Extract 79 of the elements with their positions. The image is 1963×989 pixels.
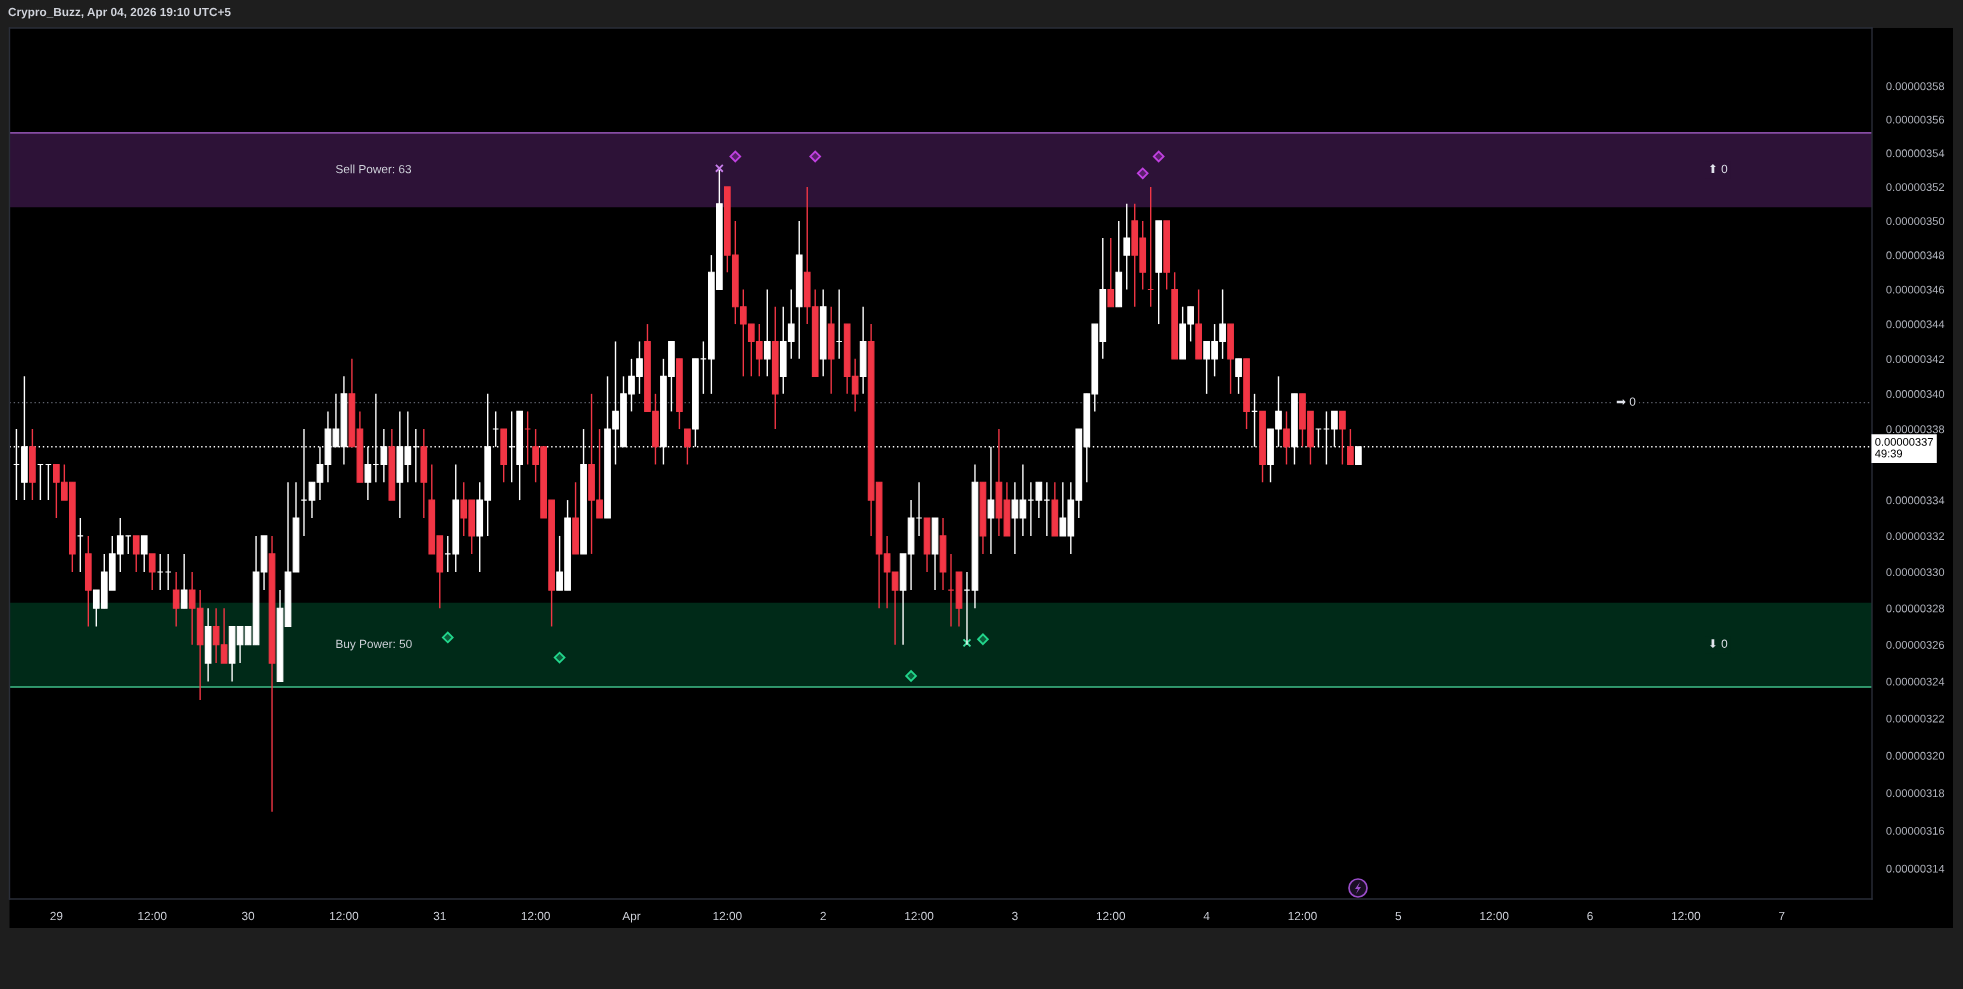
text: Crypro_Buzz, Apr 04, 2026 19:10 UTC+5 <box>8 7 231 19</box>
candlestick <box>1339 410 1346 466</box>
candlestick <box>316 446 324 501</box>
x-tick-label: 12:00 <box>1480 911 1509 921</box>
candlestick <box>156 553 164 591</box>
band-label: Buy Power: 50 <box>336 639 412 651</box>
y-tick-label: 0.00000330 <box>1886 568 1945 577</box>
y-tick-label: 0.00000320 <box>1886 751 1945 760</box>
candlestick <box>164 553 172 591</box>
y-tick-label: 0.00000358 <box>1886 82 1945 91</box>
x-tick-label: 12:00 <box>1288 911 1317 921</box>
x-tick-label: 31 <box>433 911 446 921</box>
x-tick-label: 29 <box>50 911 63 921</box>
candlestick <box>1043 481 1051 537</box>
x-tick-label: 5 <box>1395 911 1402 921</box>
y-tick-label: 0.00000332 <box>1886 532 1945 541</box>
point <box>977 633 989 646</box>
y-tick-label: 0.00000342 <box>1886 355 1945 363</box>
x-tick-label: 30 <box>241 911 255 921</box>
y-tick-label: 0.00000314 <box>1886 864 1945 873</box>
x-tick-label: 12:00 <box>330 911 359 921</box>
y-tick-label: 0.00000350 <box>1886 217 1945 226</box>
point <box>553 651 566 664</box>
point <box>729 150 742 163</box>
candlestick <box>947 553 955 628</box>
x-tick-label: 12:00 <box>1096 911 1126 921</box>
point <box>905 670 917 682</box>
y-tick-label: 0.00000344 <box>1886 320 1945 329</box>
candlestick <box>148 553 156 591</box>
y-tick-label: 0.00000338 <box>1886 425 1945 434</box>
x-tick-label: 12:00 <box>1672 911 1701 921</box>
point <box>962 638 972 648</box>
point <box>714 163 724 173</box>
x-tick-label: 6 <box>1587 911 1593 921</box>
y-tick-label: 0.00000346 <box>1886 285 1945 294</box>
x-tick-label: 12:00 <box>138 911 167 921</box>
candlestick <box>172 571 180 628</box>
x-tick-label: 12:00 <box>521 911 550 921</box>
x-tick-label: Apr <box>622 911 641 923</box>
candlestick <box>1235 358 1242 395</box>
y-tick-label: 0.00000324 <box>1886 677 1945 686</box>
point <box>809 150 822 163</box>
y-tick-label: 0.00000356 <box>1886 115 1945 124</box>
y-tick-label: 0.00000340 <box>1886 390 1945 398</box>
x-tick-label: 3 <box>1012 911 1018 921</box>
annotation: ➡ 0 <box>1616 397 1636 406</box>
y-tick-label: 0.00000348 <box>1886 251 1945 260</box>
point <box>1136 167 1149 180</box>
x-tick-label: 12:00 <box>713 911 742 921</box>
candlestick <box>987 446 995 555</box>
candlestick <box>963 571 971 646</box>
annotation: ⬆ 0 <box>1709 164 1728 174</box>
ref-line-label: 0.00000337 49:39 <box>1875 438 1933 458</box>
annotation: ⬇ 0 <box>1709 639 1728 649</box>
band-label: Sell Power: 63 <box>335 164 412 174</box>
y-tick-label: 0.00000352 <box>1886 183 1945 192</box>
y-tick-label: 0.00000316 <box>1886 826 1945 835</box>
x-tick-label: 7 <box>1779 911 1785 921</box>
y-tick-label: 0.00000322 <box>1886 714 1945 723</box>
y-tick-label: 0.00000334 <box>1886 496 1945 505</box>
y-tick-label: 0.00000354 <box>1886 149 1945 158</box>
candlestick <box>1347 428 1354 466</box>
y-tick-label: 0.00000328 <box>1886 604 1945 613</box>
point <box>441 631 454 644</box>
candlestick <box>1123 203 1131 291</box>
candlestick <box>180 553 188 609</box>
candlestick <box>140 535 148 573</box>
candlestick <box>308 481 316 519</box>
y-tick-label: 0.00000326 <box>1886 641 1945 649</box>
x-tick-label: 12:00 <box>905 911 934 921</box>
y-tick-label: 0.00000318 <box>1886 789 1945 798</box>
candlestick <box>1107 237 1115 308</box>
candlestick <box>1283 410 1290 466</box>
x-tick-label: 4 <box>1203 911 1210 921</box>
candlestick <box>132 535 140 573</box>
x-tick-label: 2 <box>820 911 826 921</box>
point <box>1152 150 1165 163</box>
candlestick <box>763 288 771 378</box>
candlestick <box>684 428 691 466</box>
